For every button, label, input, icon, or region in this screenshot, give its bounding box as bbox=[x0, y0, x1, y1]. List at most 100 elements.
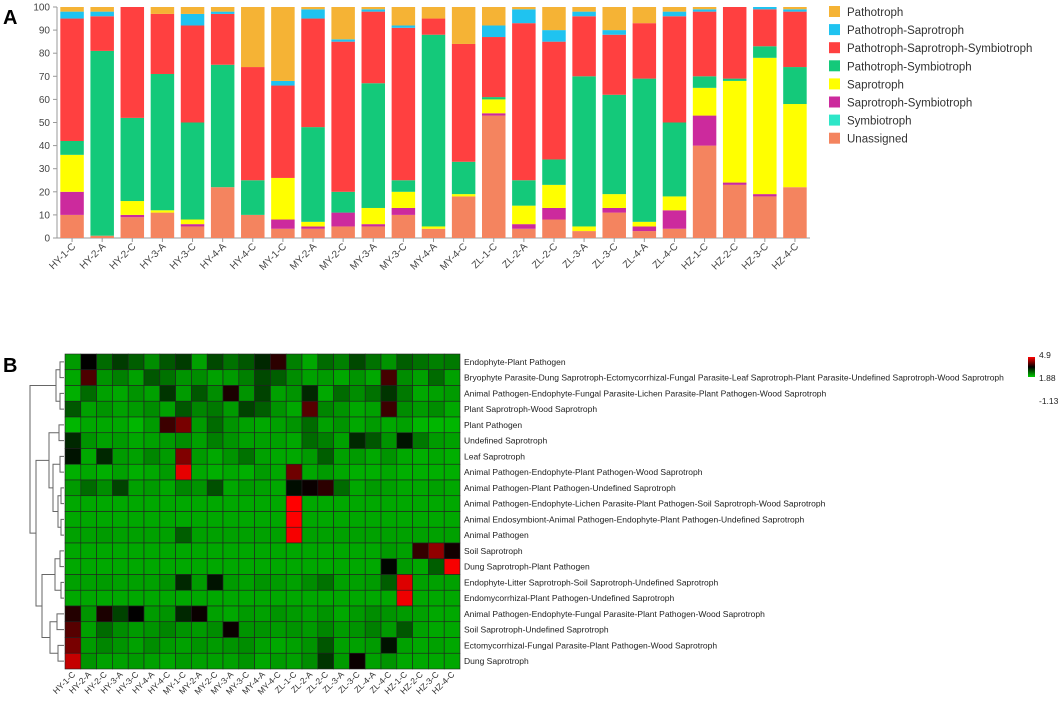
heatmap-cell-r4-hy-2-c bbox=[96, 416, 113, 434]
heatmap-cell-r6-hy-3-c bbox=[127, 448, 145, 465]
bar-segment-pathotroph-saprotroph-symbiotroph-hz-4-c bbox=[783, 11, 807, 68]
heatmap-cell-r2-hz-2-c bbox=[412, 385, 429, 402]
heatmap-cell-r6-zl-4-a bbox=[364, 448, 382, 465]
heatmap-cell-r17-hy-1-c bbox=[64, 621, 82, 638]
heatmap-cell-r7-zl-2-a bbox=[301, 463, 319, 481]
bar-segment-saprotroph-symbiotroph-my-2-c bbox=[331, 212, 355, 227]
heatmap-cell-r11-hy-1-c bbox=[64, 526, 82, 544]
heatmap-cell-r12-hy-2-c bbox=[96, 542, 113, 560]
heatmap-cell-r7-zl-3-a bbox=[333, 463, 350, 481]
x-tick-label-hy-2-a: HY-2-A bbox=[78, 241, 109, 272]
bar-segment-saprotroph-hz-4-c bbox=[783, 104, 807, 188]
heatmap-cell-r5-zl-4-c bbox=[380, 432, 398, 449]
dendrogram-branch bbox=[59, 550, 64, 568]
heatmap-cell-r18-zl-3-c bbox=[349, 637, 366, 654]
heatmap-cell-r4-zl-3-a bbox=[333, 416, 350, 434]
heatmap-cell-r5-my-4-c bbox=[270, 432, 287, 449]
x-tick-label-hy-4-c: HY-4-C bbox=[228, 241, 259, 272]
heatmap-cell-r8-hy-1-c bbox=[64, 479, 82, 497]
heatmap-cell-r6-hz-1-c bbox=[396, 448, 413, 465]
heatmap-cell-r0-hz-2-c bbox=[412, 353, 429, 371]
heatmap-cell-r16-my-3-c bbox=[238, 605, 255, 623]
bar-segment-pathotroph-zl-3-c bbox=[602, 7, 626, 31]
bar-segment-unassigned-my-4-a bbox=[421, 228, 446, 238]
bar-segment-pathotroph-zl-4-a bbox=[632, 7, 657, 24]
stacked-bar-chart: 0 10 20 30 40 50 60 70 80 90 100 HY-1-C HY-2-A HY-2-C… bbox=[33, 3, 810, 273]
heatmap-cell-r10-hy-4-a bbox=[143, 511, 161, 528]
bar-segment-pathotroph-symbiotroph-hy-3-c bbox=[180, 122, 205, 220]
heatmap-cell-r4-hy-2-a bbox=[80, 416, 97, 434]
heatmap-cell-r12-my-4-c bbox=[270, 542, 287, 560]
heatmap-cell-r8-hz-1-c bbox=[396, 479, 413, 497]
heatmap-cell-r9-zl-2-c bbox=[317, 495, 334, 512]
heatmap-cell-r12-zl-4-a bbox=[364, 542, 382, 560]
heatmap-cell-r15-my-1-c bbox=[175, 589, 192, 607]
heatmap-cell-r14-hy-2-c bbox=[96, 574, 113, 591]
heatmap-cell-r3-hz-4-c bbox=[443, 400, 461, 418]
heatmap-cell-r13-hy-2-c bbox=[96, 558, 113, 575]
bar-segment-pathotroph-my-3-c bbox=[391, 7, 416, 26]
heatmap-cell-r17-zl-3-c bbox=[349, 621, 366, 638]
heatmap-cell-r16-my-2-a bbox=[191, 605, 208, 623]
heatmap-cell-r3-hz-2-c bbox=[412, 400, 429, 418]
heatmap-cell-r11-my-1-c bbox=[175, 526, 192, 544]
heatmap-cell-r2-my-2-c bbox=[206, 385, 224, 402]
heatmap-cell-r14-hy-3-c bbox=[127, 574, 145, 591]
heatmap-cell-r19-my-2-a bbox=[191, 652, 208, 670]
heatmap-cell-r11-my-2-a bbox=[191, 526, 208, 544]
heatmap-cell-r14-hz-2-c bbox=[412, 574, 429, 591]
heatmap-cell-r2-zl-4-c bbox=[380, 385, 398, 402]
heatmap-cell-r11-zl-3-c bbox=[349, 526, 366, 544]
heatmap-cell-r10-my-3-a bbox=[222, 511, 240, 528]
x-tick-label-hy-3-c: HY-3-C bbox=[168, 241, 199, 272]
heatmap-cell-r3-hy-2-c bbox=[96, 400, 113, 418]
bar-segment-pathotroph-saprotroph-symbiotroph-hz-3-c bbox=[753, 9, 777, 47]
heatmap-cell-r3-my-4-a bbox=[254, 400, 271, 418]
bar-segment-unassigned-my-3-c bbox=[391, 214, 416, 238]
heatmap-cell-r18-hz-2-c bbox=[412, 637, 429, 654]
heatmap-cell-r3-hy-4-c bbox=[159, 400, 176, 418]
heatmap-cell-r6-my-4-a bbox=[254, 448, 271, 465]
bar-segment-pathotroph-saprotroph-symbiotroph-my-3-c bbox=[391, 27, 416, 181]
heatmap-cell-r18-zl-2-c bbox=[317, 637, 334, 654]
heatmap-cell-r8-zl-2-c bbox=[317, 479, 334, 497]
dendrogram-branch bbox=[60, 518, 64, 536]
bar-segment-unassigned-hy-3-c bbox=[180, 226, 205, 238]
heatmap-cell-r15-zl-2-a bbox=[301, 589, 319, 607]
heatmap-cell-r17-my-1-c bbox=[175, 621, 192, 638]
x-tick-label-my-2-a: MY-2-A bbox=[288, 241, 319, 272]
heatmap-cell-r0-hz-1-c bbox=[396, 353, 413, 371]
bar-segment-pathotroph-saprotroph-symbiotroph-zl-2-c bbox=[542, 41, 566, 160]
heatmap-cell-r7-zl-1-c bbox=[285, 463, 303, 481]
heatmap-cell-r13-hy-4-a bbox=[143, 558, 161, 575]
heatmap-cell-r19-zl-3-a bbox=[333, 652, 350, 670]
heatmap-cell-r1-hz-4-c bbox=[443, 369, 461, 386]
heatmap-cell-r5-zl-3-a bbox=[333, 432, 350, 449]
heatmap-chart: Endophyte-Plant Pathogen Bryophyte Parasi… bbox=[51, 353, 1004, 697]
heatmap-cell-r14-hz-3-c bbox=[428, 574, 445, 591]
heatmap-cell-r6-hy-2-c bbox=[96, 448, 113, 465]
heatmap-cell-r11-my-4-a bbox=[254, 526, 271, 544]
y-tick-label: 80 bbox=[39, 49, 51, 60]
heatmap-cell-r5-hy-4-c bbox=[159, 432, 176, 449]
heatmap-cell-r2-hz-3-c bbox=[428, 385, 445, 402]
heatmap-cell-r13-zl-4-a bbox=[364, 558, 382, 575]
bar-segment-pathotroph-symbiotroph-zl-1-c bbox=[481, 97, 506, 100]
heatmap-cell-r1-hz-3-c bbox=[428, 369, 445, 386]
legend-swatch-pathotroph-symbiotroph bbox=[829, 60, 840, 72]
bar-segment-saprotroph-zl-2-c bbox=[542, 184, 566, 208]
heatmap-cell-r15-my-4-a bbox=[254, 589, 271, 607]
x-tick-label-zl-1-c: ZL-1-C bbox=[470, 241, 500, 271]
bar-segment-saprotroph-symbiotroph-my-3-a bbox=[361, 224, 386, 227]
heatmap-cell-r5-my-3-a bbox=[222, 432, 240, 449]
bar-segment-unassigned-my-4-c bbox=[451, 196, 476, 238]
bar-segment-saprotroph-symbiotroph-zl-4-c bbox=[662, 210, 687, 229]
heatmap-colorbar: 4.9 1.88 -1.13 bbox=[1028, 350, 1059, 406]
bar-segment-saprotroph-my-4-c bbox=[451, 194, 476, 197]
heatmap-cell-r0-hz-3-c bbox=[428, 353, 445, 371]
bar-segment-pathotroph-symbiotroph-hz-4-c bbox=[783, 67, 807, 105]
heatmap-cell-r2-zl-3-a bbox=[333, 385, 350, 402]
heatmap-cell-r6-hy-4-a bbox=[143, 448, 161, 465]
bar-segment-saprotroph-zl-4-c bbox=[662, 196, 687, 211]
heatmap-cell-r7-my-2-c bbox=[206, 463, 224, 481]
